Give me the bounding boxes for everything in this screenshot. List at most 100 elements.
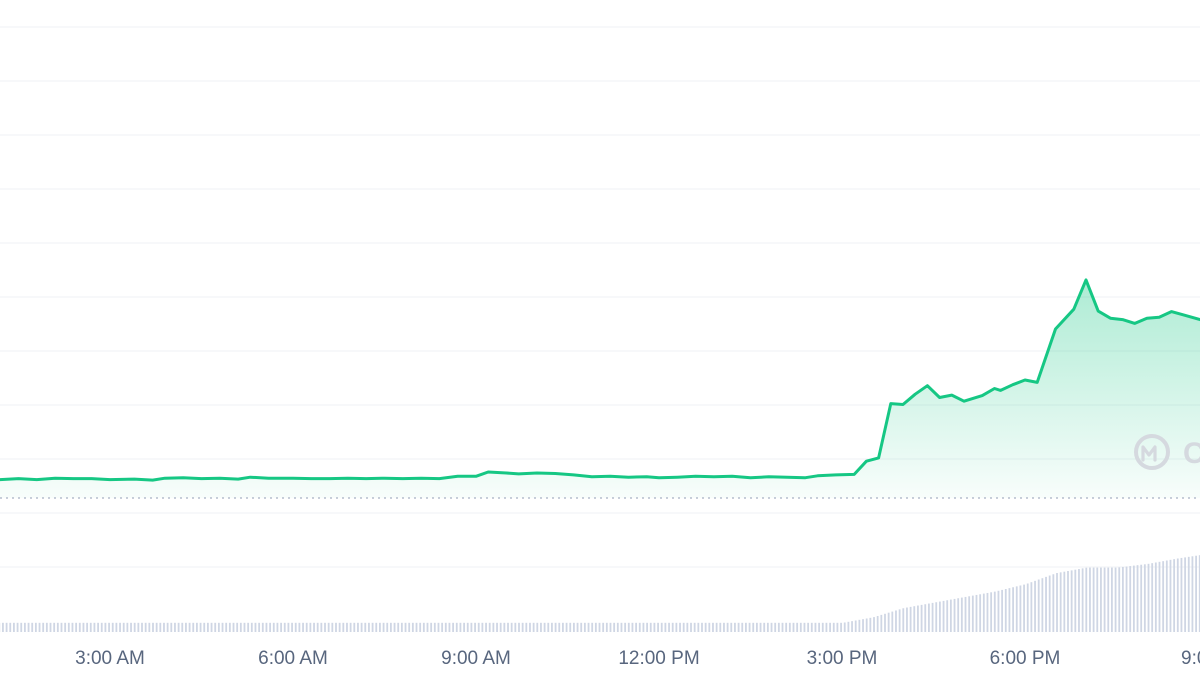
volume-bar [159,622,162,632]
volume-bar [745,622,747,632]
volume-bar [591,622,594,632]
volume-bar [562,622,564,632]
volume-bar [620,622,623,632]
volume-bar [75,622,78,632]
volume-bar [554,622,557,632]
volume-bar [964,596,967,632]
volume-bar [243,622,246,632]
volume-bar [616,622,619,632]
volume-bar [488,622,491,632]
volume-bar [463,622,465,632]
volume-bar [485,622,487,632]
volume-bar [177,622,180,632]
volume-bar [379,622,381,632]
volume-bar [854,620,857,632]
volume-bar [276,622,279,632]
volume-bar [422,622,425,632]
volume-bar [1001,589,1004,632]
volume-bar [1147,563,1150,632]
volume-bar [298,622,301,632]
volume-bar [188,622,191,632]
volume-bar [1165,560,1168,632]
volume-bar [792,622,795,632]
volume-bar [452,622,455,632]
volume-bar [400,622,403,632]
volume-bar [1034,580,1036,632]
volume-bar [1184,557,1187,632]
volume-bar [64,622,67,632]
volume-bar [734,622,736,632]
volume-bar [935,602,938,632]
volume-bar [1100,567,1102,632]
volume-bar [152,622,154,632]
volume-bar [953,598,956,632]
volume-bar [1067,571,1069,632]
volume-bar [56,622,59,632]
volume-bar [38,622,41,632]
volume-bar [353,622,356,632]
volume-bar [45,622,48,632]
volume-bar [302,622,304,632]
x-tick-label: 12:00 PM [618,648,699,669]
volume-bar [785,622,788,632]
volume-bar [565,622,568,632]
volume-bar [477,622,480,632]
volume-bar [777,622,780,632]
volume-bar [313,622,315,632]
svg-text:C: C [1183,437,1200,470]
volume-bar [1198,555,1200,632]
volume-bar [532,622,535,632]
volume-bar [646,622,648,632]
volume-bar [1026,583,1029,632]
volume-bar [1132,565,1135,632]
volume-bar [459,622,462,632]
volume-bar [814,622,817,632]
volume-bar [748,622,751,632]
volume-bar [946,600,949,632]
volume-bar [13,622,15,632]
volume-bar [426,622,429,632]
volume-bar [605,622,608,632]
volume-bar [206,622,209,632]
volume-bar [470,622,473,632]
volume-bar [1162,561,1165,632]
volume-bar [119,622,121,632]
volume-bar [668,622,670,632]
volume-bar [474,622,476,632]
volume-bar [181,622,184,632]
volume-bar [928,603,930,632]
volume-bar [752,622,755,632]
volume-bar [1096,567,1099,632]
volume-bar [649,622,652,632]
volume-bar [2,622,4,632]
volume-bar [89,622,92,632]
volume-bar [726,622,729,632]
volume-bar [20,622,23,632]
volume-bar [1158,561,1161,632]
volume-bar [232,622,235,632]
volume-bar [642,622,645,632]
volume-bar [250,622,253,632]
volume-bar [433,622,436,632]
volume-bar [1173,559,1176,632]
volume-bar [774,622,777,632]
volume-bar [397,622,400,632]
volume-bars [0,555,1200,632]
volume-bar [1015,586,1018,632]
volume-bar [858,619,861,632]
volume-bar [638,622,641,632]
volume-bar [419,622,422,632]
volume-bar [715,622,718,632]
volume-bar [309,622,312,632]
volume-bar [247,622,250,632]
volume-bar [228,622,231,632]
volume-bar [1191,556,1194,632]
volume-bar [1074,569,1077,632]
volume-bar [1030,582,1033,632]
volume-bar [404,622,407,632]
volume-bar [9,622,12,632]
volume-bar [108,622,110,632]
volume-bar [624,622,627,632]
volume-bar [1143,564,1146,632]
volume-bar [327,622,330,632]
